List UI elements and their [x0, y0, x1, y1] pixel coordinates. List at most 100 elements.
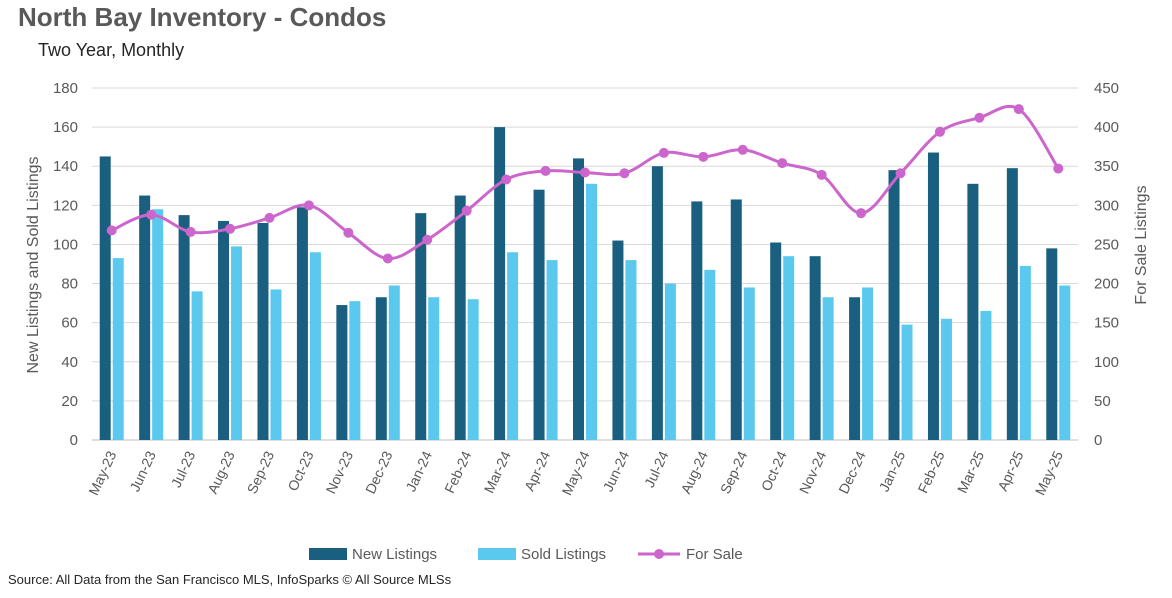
- x-tick-label: Oct-24: [758, 448, 790, 493]
- x-tick-label: Jan-25: [876, 448, 909, 494]
- new-listings-bar: [139, 195, 151, 440]
- legend-for-sale-marker: [654, 549, 664, 559]
- x-tick-label: Aug-24: [677, 448, 711, 496]
- new-listings-bar: [375, 297, 387, 440]
- legend-for-sale-label: For Sale: [686, 546, 743, 563]
- sold-listings-bar: [428, 297, 440, 440]
- new-listings-bar: [651, 166, 663, 440]
- left-tick-label: 160: [53, 119, 78, 136]
- x-tick-label: Jun-24: [600, 448, 633, 494]
- for-sale-point: [895, 168, 906, 179]
- sold-listings-bar: [704, 269, 716, 440]
- left-tick-label: 120: [53, 197, 78, 214]
- right-tick-label: 100: [1094, 354, 1119, 371]
- x-tick-label: Sep-23: [244, 448, 278, 496]
- for-sale-point: [461, 205, 472, 216]
- new-listings-bar: [691, 201, 703, 440]
- legend-new-listings-label: New Listings: [352, 546, 437, 563]
- x-tick-label: Mar-25: [954, 448, 987, 495]
- for-sale-point: [856, 208, 867, 219]
- sold-listings-bar: [822, 297, 834, 440]
- legend-sold-listings-label: Sold Listings: [521, 546, 606, 563]
- for-sale-point: [1053, 163, 1064, 174]
- for-sale-point: [737, 144, 748, 155]
- x-tick-label: May-23: [85, 448, 119, 497]
- sold-listings-bar: [1059, 285, 1071, 440]
- left-axis-title: New Listings and Sold Listings: [25, 156, 42, 373]
- left-axis-ticks: 0 20 40 60 80 100 120 140 160 180: [53, 80, 78, 449]
- for-sale-point: [777, 158, 788, 169]
- sold-listings-bar: [1019, 265, 1031, 440]
- new-listings-bar: [730, 199, 742, 440]
- new-listings-bar: [454, 195, 466, 440]
- sold-listings-bar: [309, 252, 321, 440]
- right-tick-label: 350: [1094, 158, 1119, 175]
- new-listings-bar: [809, 256, 821, 440]
- new-listings-bar: [1006, 168, 1018, 440]
- for-sale-point: [185, 226, 196, 237]
- chart-title: North Bay Inventory - Condos: [18, 2, 387, 32]
- legend-new-listings-swatch: [309, 548, 347, 560]
- x-tick-label: Apr-25: [994, 448, 1026, 493]
- x-tick-label: Mar-24: [481, 448, 514, 495]
- for-sale-point: [580, 167, 590, 178]
- right-tick-label: 450: [1094, 80, 1119, 97]
- bar-series: [99, 127, 1071, 441]
- for-sale-point: [422, 234, 433, 245]
- new-listings-bar: [296, 207, 308, 440]
- new-listings-bar: [573, 158, 584, 440]
- source-note: Source: All Data from the San Francisco …: [8, 572, 452, 587]
- right-tick-label: 50: [1094, 393, 1111, 410]
- sold-listings-bar: [901, 324, 913, 440]
- right-tick-label: 400: [1094, 119, 1119, 136]
- sold-listings-bar: [625, 260, 637, 440]
- x-tick-label: Dec-24: [835, 448, 869, 496]
- for-sale-line: [111, 104, 1060, 261]
- for-sale-point: [501, 174, 512, 185]
- new-listings-bar: [494, 127, 506, 440]
- for-sale-point: [382, 253, 393, 264]
- for-sale-line-series: [106, 104, 1064, 264]
- new-listings-bar: [533, 189, 545, 440]
- right-tick-label: 250: [1094, 236, 1119, 253]
- x-tick-label: Jun-23: [126, 448, 159, 494]
- new-listings-bar: [336, 305, 348, 440]
- sold-listings-bar: [191, 291, 203, 440]
- sold-listings-bar: [270, 289, 282, 440]
- sold-listings-bar: [507, 252, 519, 440]
- new-listings-bar: [967, 183, 979, 441]
- sold-listings-bar: [152, 209, 164, 440]
- x-axis-ticks: May-23 Jun-23 Jul-23 Aug-23 Sep-23 Oct-23 Nov-…: [85, 448, 1066, 497]
- new-listings-bar: [770, 242, 782, 440]
- right-axis-title: For Sale Listings: [1133, 185, 1150, 304]
- x-tick-label: May-25: [1032, 448, 1066, 497]
- right-tick-label: 0: [1094, 432, 1102, 449]
- for-sale-point: [816, 169, 827, 180]
- new-listings-bar: [1046, 248, 1058, 440]
- chart-subtitle: Two Year, Monthly: [38, 40, 185, 60]
- for-sale-point: [974, 112, 985, 123]
- new-listings-bar: [849, 297, 861, 440]
- sold-listings-bar: [664, 283, 676, 440]
- x-tick-label: Jul-24: [641, 448, 672, 490]
- new-listings-bar: [612, 240, 624, 440]
- sold-listings-bar: [940, 318, 952, 440]
- x-tick-label: Nov-24: [796, 448, 830, 496]
- sold-listings-bar: [862, 287, 874, 440]
- new-listings-bar: [178, 215, 190, 440]
- left-tick-label: 100: [53, 236, 78, 253]
- for-sale-point: [1013, 104, 1024, 115]
- right-tick-label: 150: [1094, 315, 1119, 332]
- for-sale-point: [619, 168, 630, 179]
- for-sale-point: [698, 151, 709, 162]
- x-tick-label: Feb-25: [914, 448, 947, 495]
- legend-sold-listings-swatch: [478, 548, 516, 560]
- sold-listings-bar: [388, 285, 400, 440]
- new-listings-bar: [415, 213, 427, 440]
- left-tick-label: 140: [53, 158, 78, 175]
- new-listings-bar: [218, 220, 230, 440]
- sold-listings-bar: [783, 256, 795, 440]
- x-tick-label: Nov-23: [323, 448, 357, 496]
- left-tick-label: 80: [61, 276, 78, 293]
